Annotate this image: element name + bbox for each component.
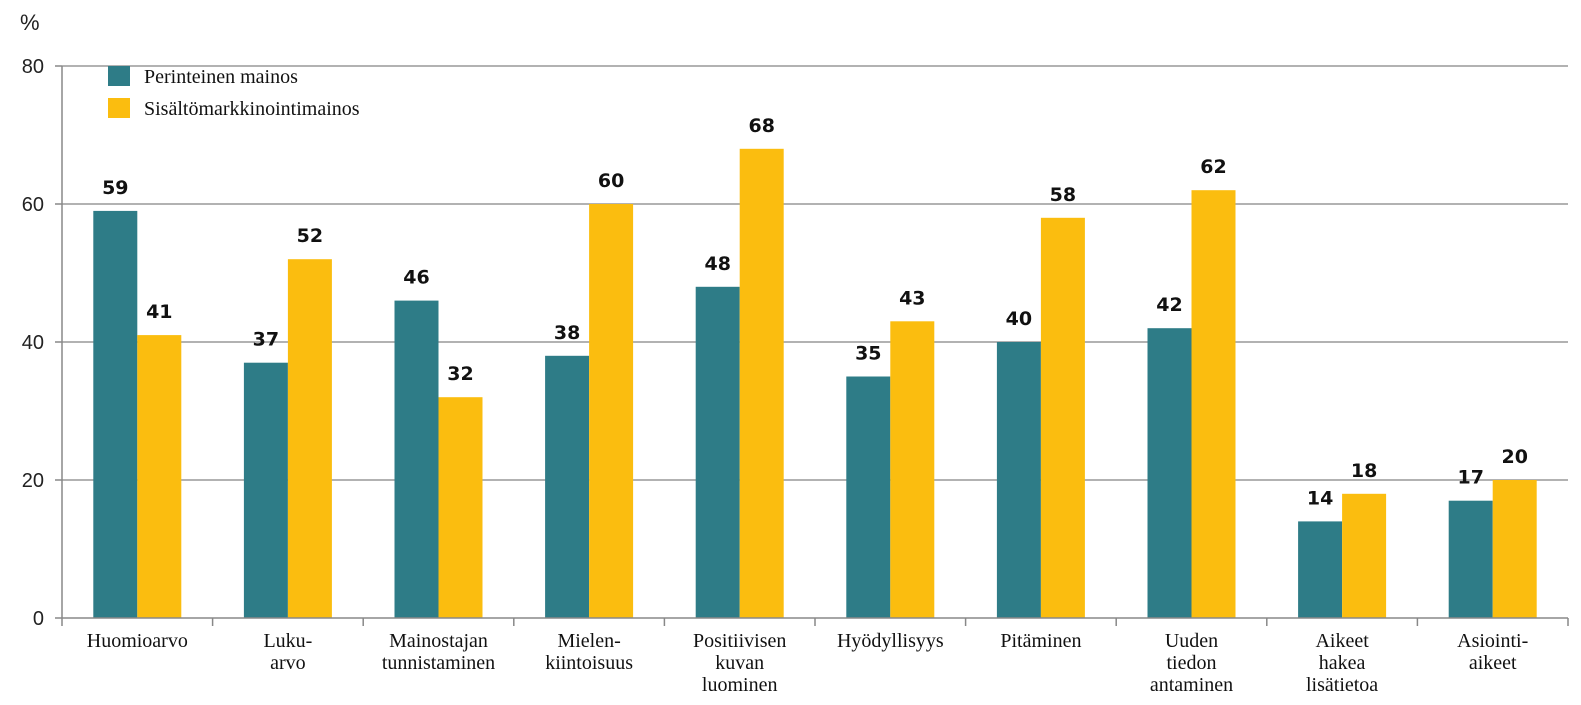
- bar-value-label: 17: [1457, 467, 1483, 489]
- category-label: Asiointi-: [1457, 630, 1528, 652]
- category-label: Positiivisen: [693, 630, 786, 652]
- bar-value-label: 37: [253, 329, 279, 351]
- bar-value-label: 32: [447, 363, 473, 385]
- bar-series-2: [438, 397, 483, 618]
- legend-swatch: [108, 98, 130, 118]
- bar-series-1: [243, 362, 288, 618]
- legend-label: Perinteinen mainos: [144, 66, 298, 88]
- bar-series-1: [1448, 500, 1493, 618]
- category-label: Hyödyllisyys: [837, 630, 944, 652]
- category-label: Mainostajan: [389, 630, 488, 652]
- bar-series-2: [1040, 217, 1085, 619]
- category-label: aikeet: [1469, 652, 1517, 674]
- category-labels: Huomioarvo Luku-arvo Mainostajantunnistami…: [87, 630, 1529, 696]
- bar-value-label: 40: [1006, 308, 1032, 330]
- bar-value-label: 68: [748, 115, 774, 137]
- y-tick-label: 80: [22, 56, 44, 78]
- value-labels: 59 41 37 52 46 32 38 60 48 68 35 43 40 58 42 62 14 18 17 20: [102, 115, 1528, 510]
- category-label: Luku-: [263, 630, 312, 652]
- bar-series-1: [846, 376, 891, 618]
- y-tick-label: 40: [22, 332, 44, 354]
- y-ticks: 0 20 40 60 80: [22, 56, 62, 630]
- category-label: lisätietoa: [1306, 674, 1378, 696]
- bar-value-label: 43: [899, 287, 925, 309]
- bar-series-1: [695, 286, 740, 618]
- category-label: kuvan: [715, 652, 764, 674]
- bar-series-1: [93, 210, 138, 618]
- bar-series-1: [1298, 521, 1343, 618]
- bar-series-1: [545, 355, 590, 618]
- bar-series-2: [1492, 480, 1537, 618]
- legend: Perinteinen mainos Sisältömarkkinointimai…: [108, 66, 360, 120]
- bar-series-2: [739, 148, 784, 619]
- category-label: arvo: [270, 652, 306, 674]
- bar-series-1: [996, 342, 1041, 618]
- bar-series-1: [394, 300, 439, 618]
- category-label: tunnistaminen: [382, 652, 495, 674]
- bar-series-2: [137, 335, 182, 618]
- category-label: antaminen: [1150, 674, 1233, 696]
- category-label: Uuden: [1165, 630, 1218, 652]
- category-label: hakea: [1319, 652, 1366, 674]
- x-ticks: [61, 618, 1569, 626]
- bar-value-label: 48: [704, 253, 730, 275]
- bars: [93, 148, 1537, 619]
- bar-value-label: 59: [102, 177, 128, 199]
- bar-value-label: 52: [297, 225, 323, 247]
- bar-series-2: [589, 204, 634, 618]
- bar-value-label: 62: [1200, 156, 1226, 178]
- bar-value-label: 20: [1501, 446, 1527, 468]
- y-axis-unit-label: %: [20, 10, 40, 35]
- bar-series-2: [890, 321, 935, 618]
- legend-swatch: [108, 66, 130, 86]
- bar-value-label: 42: [1156, 294, 1182, 316]
- y-tick-label: 20: [22, 470, 44, 492]
- bar-series-1: [1147, 328, 1192, 618]
- category-label: luominen: [702, 674, 778, 696]
- y-tick-label: 0: [33, 608, 44, 630]
- bar-value-label: 58: [1050, 184, 1076, 206]
- category-label: Pitäminen: [1000, 630, 1081, 652]
- bar-value-label: 46: [403, 267, 429, 289]
- bar-value-label: 38: [554, 322, 580, 344]
- category-label: Mielen-: [557, 630, 620, 652]
- bar-value-label: 41: [146, 301, 172, 323]
- legend-label: Sisältömarkkinointimainos: [144, 98, 360, 120]
- category-label: kiintoisuus: [545, 652, 633, 674]
- bar-value-label: 60: [598, 170, 624, 192]
- bar-value-label: 18: [1351, 460, 1377, 482]
- y-tick-label: 60: [22, 194, 44, 216]
- bar-series-2: [1191, 190, 1236, 618]
- bar-series-2: [287, 259, 332, 618]
- bar-value-label: 35: [855, 343, 881, 365]
- category-label: tiedon: [1167, 652, 1217, 674]
- category-label: Aikeet: [1315, 630, 1369, 652]
- bar-value-label: 14: [1307, 487, 1333, 509]
- category-label: Huomioarvo: [87, 630, 188, 652]
- bar-series-2: [1342, 493, 1387, 618]
